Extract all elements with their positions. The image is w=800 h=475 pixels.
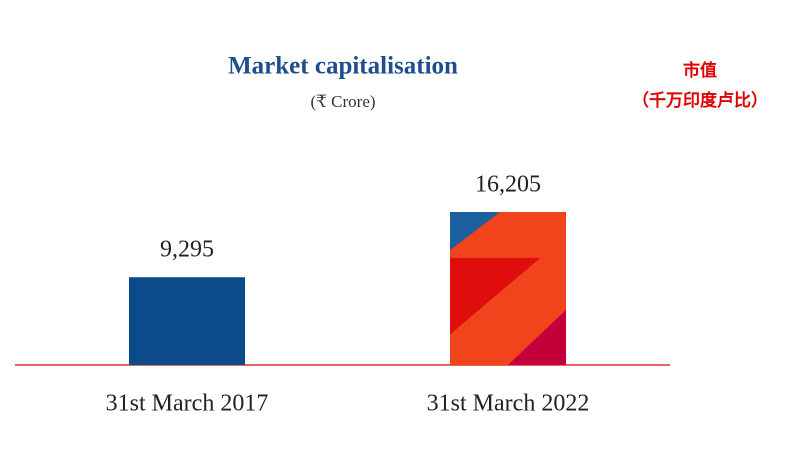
value-label: 16,205 (475, 172, 541, 198)
chart-subtitle: (₹ Crore) (310, 92, 375, 111)
bar (129, 277, 245, 365)
annotation: （千万印度卢比） (632, 90, 768, 110)
bar-pattern (450, 212, 500, 251)
bar-pattern (508, 309, 566, 365)
bar-pattern (450, 257, 541, 335)
x-tick-label: 31st March 2022 (427, 391, 590, 417)
x-tick-label: 31st March 2017 (106, 391, 269, 417)
chart-title: Market capitalisation (228, 53, 458, 80)
annotation: 市值 (683, 60, 717, 80)
value-label: 9,295 (160, 237, 214, 263)
